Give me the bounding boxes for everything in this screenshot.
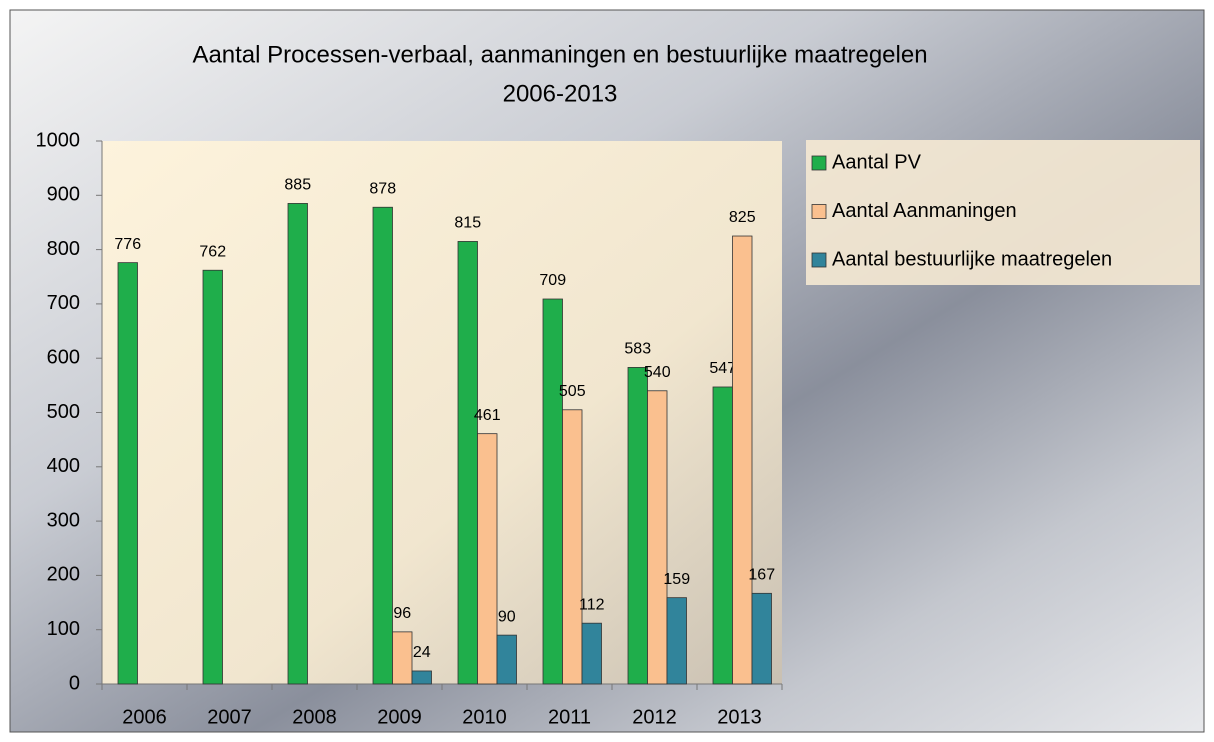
y-tick-label: 800 [47, 238, 80, 260]
value-label: 547 [709, 360, 736, 377]
bar [732, 235, 753, 685]
bar [392, 631, 413, 685]
value-label: 762 [199, 243, 226, 260]
bar [627, 367, 648, 685]
y-tick-label: 200 [47, 564, 80, 586]
y-tick-label: 900 [47, 184, 80, 206]
value-label: 461 [474, 407, 501, 424]
value-label: 540 [644, 364, 671, 381]
y-tick-label: 0 [69, 672, 80, 694]
value-label: 96 [393, 605, 411, 622]
bar [581, 622, 602, 685]
chart-title: 2006-2013 [503, 80, 618, 107]
bar [647, 390, 668, 685]
bar [562, 409, 583, 685]
value-label: 167 [748, 567, 775, 584]
value-label: 878 [369, 180, 396, 197]
bar [457, 241, 478, 685]
bar [496, 634, 517, 685]
legend-swatch [811, 204, 827, 219]
value-label: 112 [579, 596, 605, 613]
x-tick-label: 2006 [122, 706, 167, 728]
value-label: 583 [624, 341, 651, 358]
bar [117, 262, 138, 685]
bar [666, 597, 687, 685]
legend-box [806, 140, 1200, 285]
y-tick-label: 300 [47, 509, 80, 531]
chart-title: Aantal Processen-verbaal, aanmaningen en… [192, 41, 927, 68]
value-label: 90 [498, 608, 516, 625]
legend-swatch [811, 155, 827, 171]
x-tick-label: 2013 [717, 706, 762, 728]
legend-label: Aantal Aanmaningen [832, 200, 1017, 222]
value-label: 505 [559, 383, 586, 400]
legend-label: Aantal bestuurlijke maatregelen [832, 248, 1112, 270]
bar [287, 203, 308, 685]
x-tick-label: 2010 [462, 706, 507, 728]
value-label: 825 [729, 209, 756, 226]
value-label: 815 [454, 215, 481, 232]
y-tick-label: 600 [47, 346, 80, 368]
y-tick-label: 100 [47, 618, 80, 640]
x-tick-label: 2008 [292, 706, 337, 728]
y-tick-label: 400 [47, 455, 80, 477]
value-label: 776 [114, 236, 141, 253]
bar [751, 592, 772, 685]
value-label: 24 [413, 644, 431, 661]
bar [411, 670, 432, 685]
x-tick-label: 2011 [548, 706, 591, 728]
value-label: 885 [284, 177, 311, 194]
bar [542, 298, 563, 685]
legend-swatch [811, 252, 827, 268]
legend-label: Aantal PV [832, 151, 922, 173]
x-tick-label: 2012 [632, 706, 677, 728]
x-tick-label: 2009 [377, 706, 422, 728]
bar [712, 386, 733, 685]
x-tick-label: 2007 [207, 706, 252, 728]
bar [372, 206, 393, 685]
bar [477, 433, 498, 685]
value-label: 709 [539, 272, 566, 289]
y-tick-label: 1000 [36, 129, 81, 151]
y-tick-label: 700 [47, 292, 80, 314]
bar [202, 269, 223, 685]
y-tick-label: 500 [47, 401, 80, 423]
value-label: 159 [663, 571, 690, 588]
